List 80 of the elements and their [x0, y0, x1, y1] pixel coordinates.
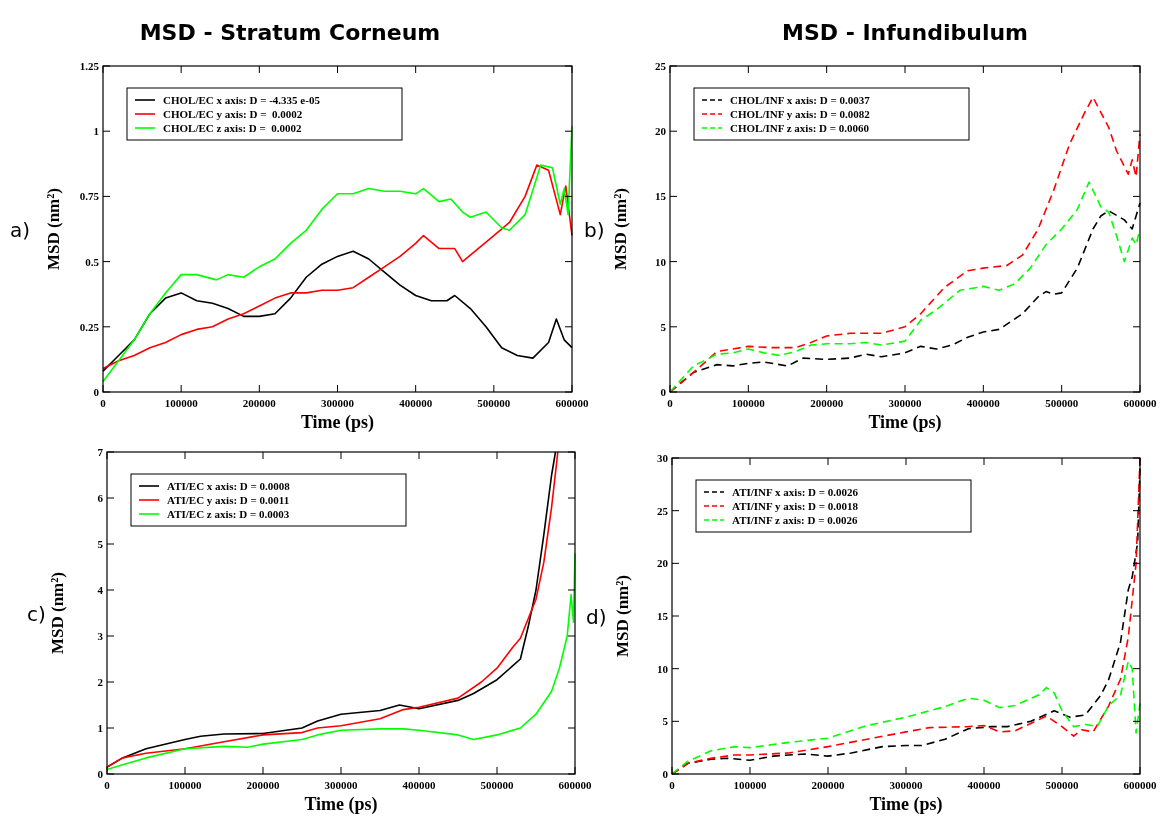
text: c): [27, 602, 46, 626]
legend-label: CHOL/EC z axis: D = 0.0002: [163, 122, 303, 134]
legend-label: CHOL/INF z axis: D = 0.0060: [730, 122, 870, 134]
x-tick-label: 400000: [399, 397, 433, 409]
y-tick-label: 15: [657, 610, 669, 622]
x-tick-label: 300000: [889, 779, 923, 791]
y-tick-label: 30: [657, 452, 669, 464]
y-axis-title: MSD (nm²): [611, 187, 630, 271]
text: b): [584, 218, 605, 242]
line-series: [671, 660, 1141, 775]
y-tick-label: 5: [97, 538, 104, 550]
chart-title: MSD - Stratum Corneum: [139, 20, 441, 45]
x-tick-label: 200000: [811, 779, 845, 791]
y-tick-label: 15: [655, 190, 667, 203]
y-tick-label: 2: [97, 676, 104, 688]
x-tick-label: 200000: [246, 779, 280, 791]
x-tick-label: 500000: [1045, 779, 1079, 791]
legend-label: CHOL/INF y axis: D = 0.0082: [730, 108, 871, 120]
legend-label: ATI/EC y axis: D = 0.0011: [167, 494, 290, 506]
x-tick-label: 400000: [966, 397, 1001, 409]
x-tick-label: 600000: [555, 397, 589, 409]
x-tick-label: 100000: [731, 397, 766, 409]
x-tick-label: 200000: [810, 397, 844, 409]
legend-label: ATI/INF z axis: D = 0.0026: [732, 514, 858, 526]
y-tick-label: 10: [657, 662, 669, 675]
legend-label: CHOL/EC y axis: D = 0.0002: [163, 108, 303, 120]
y-tick-label: 1: [93, 125, 99, 138]
y-tick-label: 6: [97, 492, 104, 504]
y-tick-label: 0.5: [85, 255, 100, 268]
x-tick-label: 300000: [888, 397, 922, 409]
y-tick-label: 0: [662, 768, 669, 780]
y-tick-label: 5: [662, 715, 669, 728]
x-tick-label: 100000: [164, 397, 199, 409]
x-tick-label: 100000: [168, 779, 202, 791]
x-tick-label: 500000: [477, 397, 511, 409]
x-axis-title: Time (ps): [869, 794, 943, 815]
y-tick-label: 10: [655, 255, 667, 268]
legend-label: CHOL/INF x axis: D = 0.0037: [730, 94, 871, 106]
x-tick-label: 100000: [733, 779, 767, 791]
x-tick-label: 600000: [1123, 779, 1157, 791]
y-tick-label: 20: [657, 557, 669, 570]
y-tick-label: 4: [97, 584, 104, 596]
y-tick-label: 25: [657, 504, 669, 517]
y-axis-title: MSD (nm²): [44, 187, 63, 271]
x-tick-label: 500000: [480, 779, 514, 791]
chart-title: MSD - Infundibulum: [781, 20, 1029, 45]
y-tick-label: 0: [97, 768, 104, 780]
x-tick-label: 300000: [324, 779, 358, 791]
legend-label: ATI/INF y axis: D = 0.0018: [732, 500, 859, 512]
y-axis-title: MSD (nm²): [613, 574, 632, 658]
y-tick-label: 3: [97, 630, 104, 642]
text: d): [586, 605, 607, 629]
legend-label: ATI/EC z axis: D = 0.0003: [167, 508, 290, 520]
legend-label: ATI/EC x axis: D = 0.0008: [167, 480, 291, 492]
y-tick-label: 25: [655, 60, 667, 72]
y-axis-title: MSD (nm²): [48, 571, 67, 655]
y-tick-label: 1: [97, 722, 103, 734]
y-tick-label: 1.25: [79, 60, 100, 72]
text: a): [10, 218, 31, 242]
x-tick-label: 200000: [242, 397, 277, 409]
x-axis-title: Time (ps): [300, 412, 375, 433]
x-axis-title: Time (ps): [304, 794, 378, 815]
x-tick-label: 400000: [967, 779, 1001, 791]
legend-label: ATI/INF x axis: D = 0.0026: [732, 486, 859, 498]
x-tick-label: 300000: [321, 397, 355, 409]
y-tick-label: 20: [655, 125, 667, 138]
x-tick-label: 600000: [558, 779, 592, 791]
x-tick-label: 600000: [1123, 397, 1157, 409]
legend-label: CHOL/EC x axis: D = -4.335 e-05: [163, 94, 321, 106]
y-tick-label: 5: [660, 320, 667, 333]
y-tick-label: 0: [660, 386, 667, 398]
x-axis-title: Time (ps): [868, 412, 942, 433]
y-tick-label: 0.75: [79, 190, 100, 203]
y-tick-label: 0: [93, 386, 100, 398]
x-tick-label: 400000: [402, 779, 436, 791]
y-tick-label: 7: [97, 446, 104, 458]
line-series: [102, 164, 573, 370]
line-series: [669, 96, 1141, 393]
x-tick-label: 500000: [1045, 397, 1079, 409]
y-tick-label: 0.25: [79, 320, 100, 333]
